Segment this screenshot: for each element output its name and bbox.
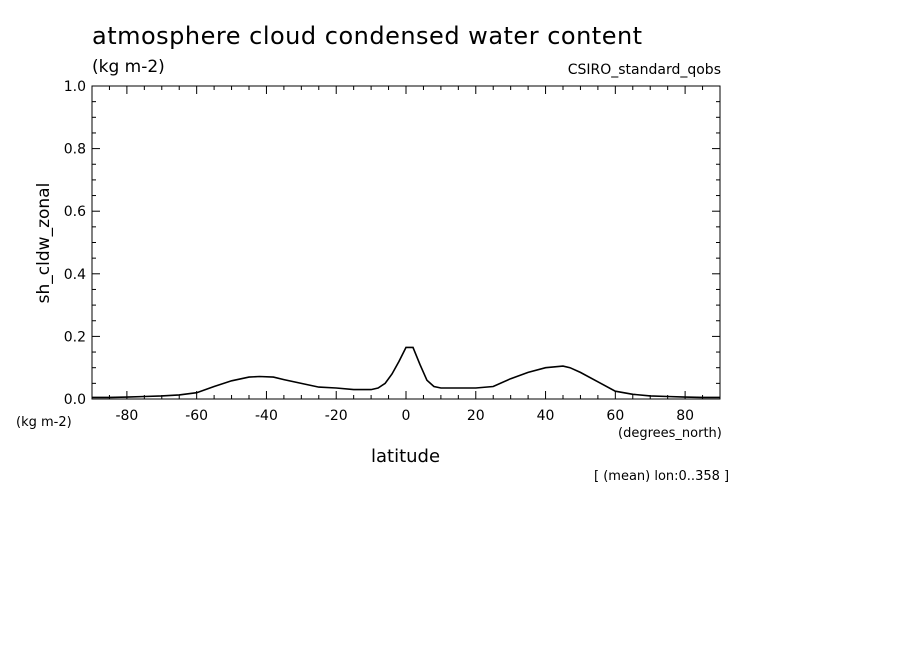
units-label: (kg m-2) bbox=[92, 57, 165, 77]
x-tick-label: -40 bbox=[255, 408, 278, 424]
x-axis-label: latitude bbox=[371, 446, 441, 467]
footnote: [ (mean) lon:0..358 ] bbox=[594, 469, 730, 484]
series-line bbox=[92, 346, 720, 399]
tick-group bbox=[91, 85, 721, 400]
chart-title: atmosphere cloud condensed water content bbox=[92, 22, 643, 50]
y-tick-label: 0.4 bbox=[64, 267, 86, 283]
y-units-label: (kg m-2) bbox=[16, 415, 72, 430]
x-tick-label: -80 bbox=[115, 408, 138, 424]
x-tick-label: 0 bbox=[402, 408, 411, 424]
x-tick-label: -60 bbox=[185, 408, 208, 424]
x-tick-label: 80 bbox=[676, 408, 694, 424]
y-tick-label: 0.8 bbox=[64, 142, 86, 158]
x-tick-label: -20 bbox=[325, 408, 348, 424]
y-tick-label: 0.6 bbox=[64, 204, 86, 220]
plot-frame bbox=[91, 85, 721, 400]
y-tick-label: 1.0 bbox=[64, 79, 86, 95]
x-units-label: (degrees_north) bbox=[618, 426, 722, 441]
x-tick-label: 20 bbox=[467, 408, 485, 424]
x-tick-label: 40 bbox=[537, 408, 555, 424]
source-label: CSIRO_standard_qobs bbox=[567, 62, 721, 78]
y-tick-label: 0.0 bbox=[64, 392, 86, 408]
x-tick-label: 60 bbox=[606, 408, 624, 424]
y-tick-label: 0.2 bbox=[64, 329, 86, 345]
tick-label-group: -80 -60 -40 -20 0 20 40 60 80 0.0 0.2 0.4 0.6 0.8 1.0 bbox=[64, 79, 694, 424]
